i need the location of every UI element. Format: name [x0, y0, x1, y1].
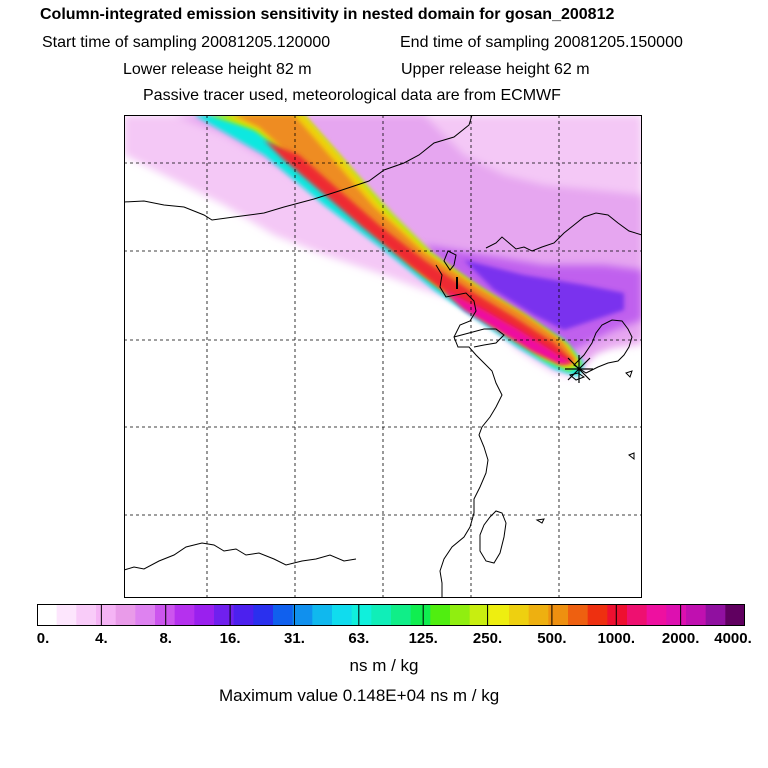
colorbar-cell	[489, 604, 510, 626]
border-korea	[485, 212, 642, 252]
island-d	[443, 250, 457, 271]
colorbar-cell	[292, 604, 313, 626]
colorbar-cell	[312, 604, 333, 626]
colorbar-tick-label: 8.	[159, 630, 172, 647]
colorbar-units: ns m / kg	[349, 656, 419, 675]
colorbar-cell	[391, 604, 412, 626]
lower-height-label: Lower release height 82 m	[123, 61, 312, 78]
colorbar-tick-label: 250.	[472, 630, 503, 647]
colorbar-tick-label: 4.	[95, 630, 108, 647]
colorbar-cell	[76, 604, 97, 626]
island-a	[625, 370, 633, 378]
colorbar-cell	[135, 604, 156, 626]
colorbar-cell	[273, 604, 294, 626]
colorbar-cell	[115, 604, 136, 626]
colorbar-tick-label: 63.	[348, 630, 370, 647]
colorbar-cell	[587, 604, 608, 626]
colorbar-cell	[705, 604, 726, 626]
coastlines	[124, 115, 642, 598]
colorbar-cell	[214, 604, 235, 626]
colorbar-cell	[548, 604, 569, 626]
upper-height-label: Upper release height 62 m	[401, 61, 590, 78]
colorbar-cell	[607, 604, 628, 626]
colorbar-cell	[666, 604, 687, 626]
plume-blue	[464, 260, 624, 330]
colorbar-tick-label: 500.	[537, 630, 567, 647]
shandong-coast	[453, 328, 505, 348]
colorbar-tick-label: 0.	[36, 630, 50, 647]
map-frame	[124, 115, 642, 598]
colorbar-cell	[332, 604, 353, 626]
colorbar-cell	[725, 604, 745, 626]
colorbar-cell	[96, 604, 117, 626]
colorbar-cell	[568, 604, 589, 626]
colorbar-cell	[410, 604, 431, 626]
colorbar-tick-label: 4000.	[714, 630, 752, 647]
taiwan	[479, 510, 507, 564]
colorbar-cell	[509, 604, 530, 626]
maximum-value-label: Maximum value 0.148E+04 ns m / kg	[219, 686, 500, 705]
border-north	[124, 115, 473, 221]
colorbar-tick-label: 31.	[284, 630, 305, 647]
island-c	[535, 518, 545, 524]
colorbar-tick-label: 1000.	[597, 630, 636, 647]
colorbar-cell	[430, 604, 451, 626]
end-time-label: End time of sampling 20081205.150000	[400, 34, 683, 51]
colorbar-tick-label: 16.	[219, 630, 241, 647]
bohai-coast	[435, 264, 503, 598]
jeju-island	[568, 372, 586, 381]
sensitivity-map	[124, 115, 642, 598]
plume-band-red	[264, 140, 574, 363]
grid-lines	[124, 115, 642, 598]
colorbar-cell	[174, 604, 195, 626]
colorbar-cell	[627, 604, 648, 626]
border-south	[124, 542, 357, 571]
colorbar-tick-label: 125.	[408, 630, 438, 647]
island-b	[628, 452, 635, 461]
start-time-label: Start time of sampling 20081205.120000	[42, 34, 331, 51]
tracer-note: Passive tracer used, meteorological data…	[143, 87, 561, 104]
colorbar-cell	[37, 604, 58, 626]
colorbar-cell	[450, 604, 471, 626]
colorbar	[37, 604, 745, 626]
colorbar-tick-label: 2000.	[661, 630, 700, 647]
colorbar-cell	[155, 604, 176, 626]
colorbar-cell	[56, 604, 77, 626]
release-site-star	[565, 355, 593, 383]
korea-coast	[573, 319, 633, 374]
colorbar-frame	[37, 604, 745, 626]
plume-layer	[124, 115, 642, 377]
colorbar-cell	[233, 604, 254, 626]
colorbar-cell	[351, 604, 372, 626]
plot-title: Column-integrated emission sensitivity i…	[40, 6, 615, 23]
colorbar-cell	[371, 604, 392, 626]
colorbar-cell	[469, 604, 490, 626]
colorbar-cell	[253, 604, 274, 626]
colorbar-cell	[194, 604, 215, 626]
colorbar-cell	[528, 604, 549, 626]
colorbar-cell	[686, 604, 707, 626]
colorbar-cell	[646, 604, 667, 626]
